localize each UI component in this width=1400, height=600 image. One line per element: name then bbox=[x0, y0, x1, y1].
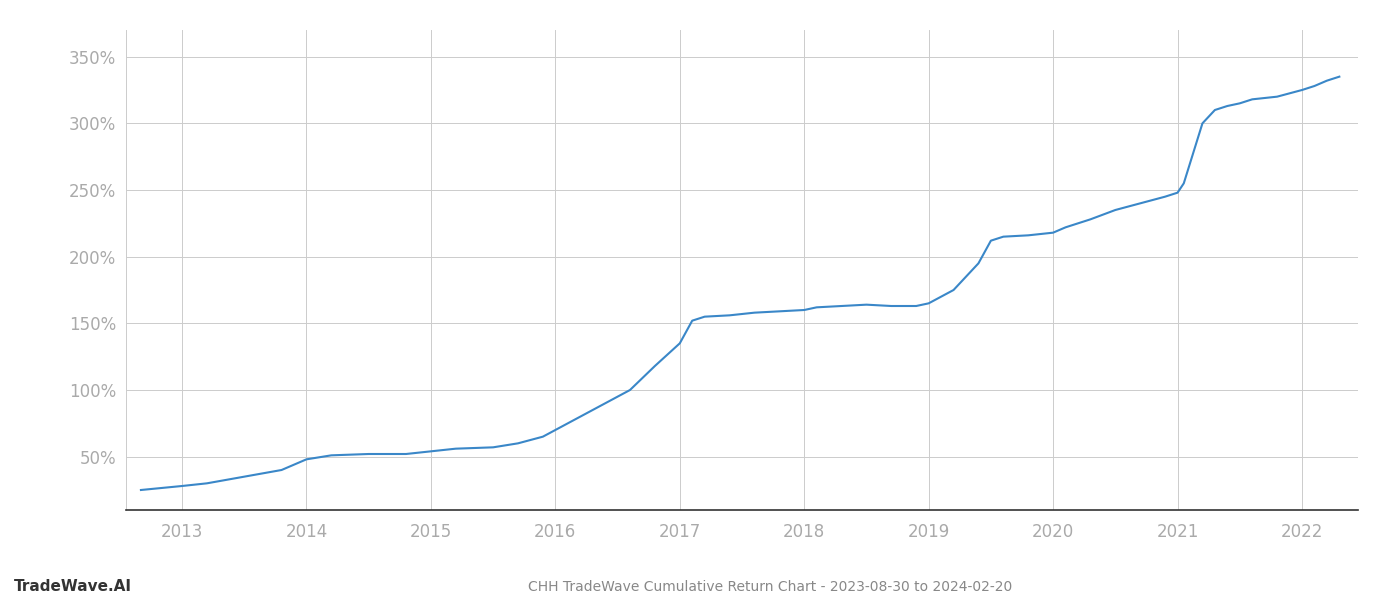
Text: TradeWave.AI: TradeWave.AI bbox=[14, 579, 132, 594]
Text: CHH TradeWave Cumulative Return Chart - 2023-08-30 to 2024-02-20: CHH TradeWave Cumulative Return Chart - … bbox=[528, 580, 1012, 594]
